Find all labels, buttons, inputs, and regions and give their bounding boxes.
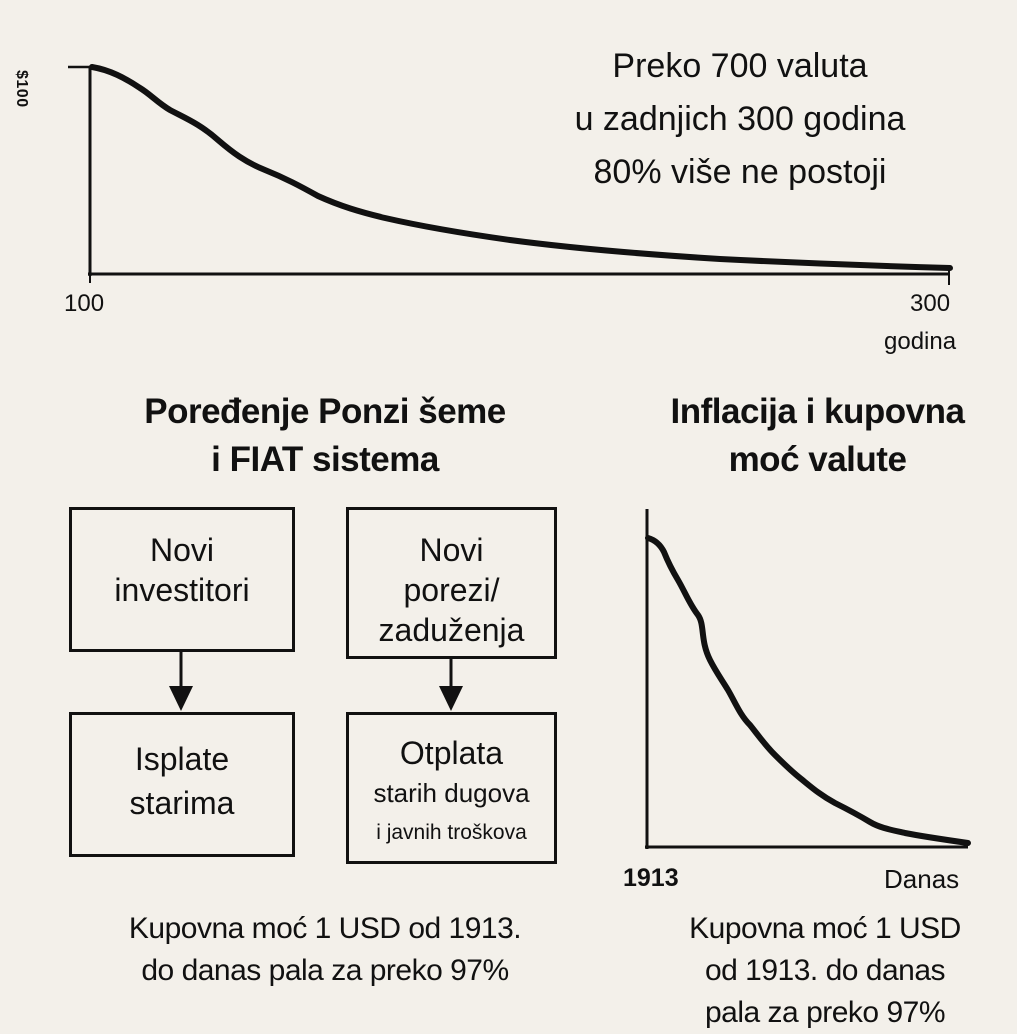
- top-chart-x-tick-end: 300: [910, 290, 951, 317]
- inflation-x-tick-start: 1913: [623, 864, 679, 892]
- diagram-title: Poređenje Ponzi šeme i FIAT sistema: [80, 388, 570, 484]
- fiat-arrow: [439, 658, 463, 711]
- box-text: Novi: [149, 532, 214, 568]
- headline-line-3: 80% više ne postoji: [593, 153, 887, 191]
- ponzi-payouts-box: Isplate starima: [69, 712, 295, 857]
- ponzi-new-investors-box: Novi investitori: [69, 507, 295, 652]
- caption-line-2: od 1913. do danas: [704, 954, 946, 987]
- box-text: porezi/: [403, 572, 500, 608]
- headline-line-2: u zadnjich 300 godina: [574, 100, 906, 138]
- box-text: investitori: [114, 572, 250, 608]
- inflation-chart-axes: [645, 509, 968, 849]
- top-chart-axes: [68, 65, 950, 285]
- top-chart-y-label: $100: [13, 70, 30, 108]
- top-chart-x-unit: godina: [884, 328, 957, 355]
- box-text: starih dugova: [373, 778, 530, 808]
- ponzi-arrow: [169, 652, 193, 711]
- caption-line-2: do danas pala za preko 97%: [141, 954, 509, 987]
- inflation-x-tick-end: Danas: [884, 864, 960, 894]
- inflation-title-line-1: Inflacija i kupovna: [670, 392, 965, 431]
- box-text: Otplata: [399, 735, 504, 771]
- inflation-chart-title: Inflacija i kupovna moć valute: [630, 388, 1005, 484]
- fiat-repayment-box: Otplata starih dugova i javnih troškova: [346, 712, 557, 864]
- top-chart-curve: [89, 64, 953, 271]
- top-chart-headline: Preko 700 valuta u zadnjich 300 godina 8…: [530, 40, 950, 199]
- diagram-caption: Kupovna moć 1 USD od 1913. do danas pala…: [70, 908, 580, 992]
- box-text: zaduženja: [378, 612, 525, 648]
- inflation-chart-curve: [645, 535, 971, 846]
- inflation-caption: Kupovna moć 1 USD od 1913. do danas pala…: [640, 908, 1010, 1034]
- diagram-title-line-1: Poređenje Ponzi šeme: [144, 392, 506, 431]
- caption-line-1: Kupovna moć 1 USD od 1913.: [128, 912, 522, 945]
- inflation-title-line-2: moć valute: [728, 440, 907, 479]
- caption-line-3: pala za preko 97%: [705, 996, 946, 1029]
- box-text: Isplate: [134, 741, 230, 777]
- box-text: i javnih troškova: [376, 821, 527, 844]
- headline-line-1: Preko 700 valuta: [612, 47, 868, 85]
- top-chart-x-tick-start: 100: [64, 290, 105, 317]
- caption-line-1: Kupovna moć 1 USD: [689, 912, 961, 945]
- box-text: starima: [129, 785, 235, 821]
- fiat-new-taxes-box: Novi porezi/ zaduženja: [346, 507, 557, 659]
- diagram-title-line-2: i FIAT sistema: [211, 440, 439, 479]
- box-text: Novi: [419, 532, 484, 568]
